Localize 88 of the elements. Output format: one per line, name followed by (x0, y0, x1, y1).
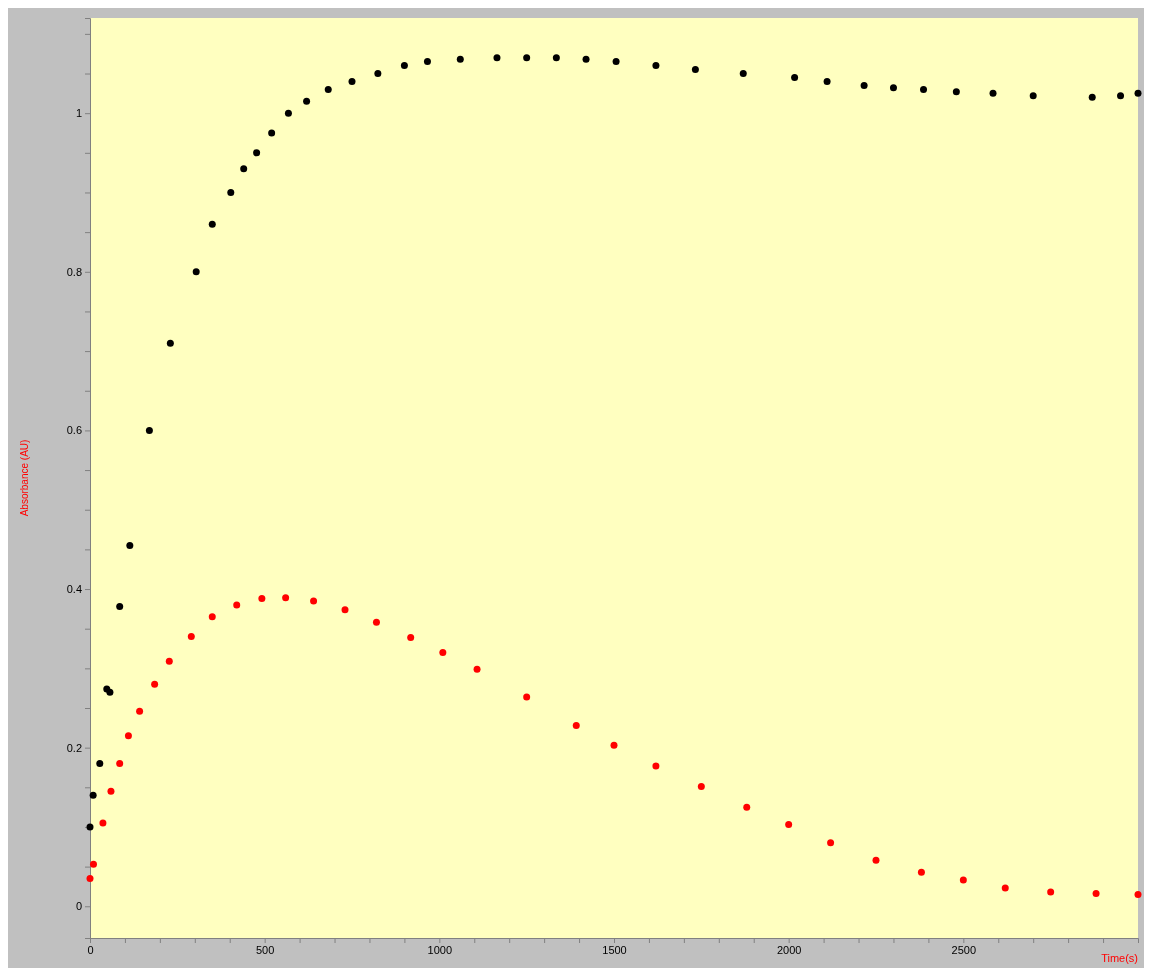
y-tick-label: 1 (75, 107, 82, 120)
point (423, 58, 431, 66)
point (310, 597, 318, 605)
y-tick-label: 0.6 (66, 424, 82, 437)
point (372, 618, 380, 626)
point (268, 129, 276, 137)
point (348, 77, 356, 85)
x-tick-label: 0 (87, 943, 94, 956)
point (652, 62, 660, 70)
point (439, 648, 447, 656)
point (1092, 890, 1100, 898)
point (791, 73, 799, 81)
point (697, 783, 705, 791)
point (823, 77, 831, 85)
point (1088, 93, 1096, 101)
point (785, 821, 793, 829)
point (889, 84, 897, 92)
point (572, 721, 580, 729)
y-tick-label: 0.2 (66, 741, 82, 754)
point (1001, 884, 1009, 892)
point (493, 54, 501, 62)
point (187, 633, 195, 641)
point (827, 839, 835, 847)
point (96, 760, 104, 768)
point (151, 680, 159, 688)
point (407, 633, 415, 641)
y-tick-label: 0.8 (66, 265, 82, 278)
y-axis-title: Absorbance (AU) (19, 439, 30, 517)
point (456, 55, 464, 63)
point (107, 787, 115, 795)
point (400, 62, 408, 70)
point (253, 149, 261, 157)
x-tick-label: 2500 (951, 943, 977, 956)
y-tick-label: 0 (75, 900, 82, 913)
point (208, 613, 216, 621)
point (165, 657, 173, 665)
point (124, 732, 132, 740)
point (582, 55, 590, 63)
point (116, 602, 124, 610)
point (610, 741, 618, 749)
point (743, 803, 751, 811)
point (284, 109, 292, 117)
point (99, 819, 107, 827)
x-tick-label: 1000 (427, 943, 453, 956)
point (282, 594, 290, 602)
x-tick-label: 2000 (776, 943, 802, 956)
point (920, 85, 928, 93)
point (166, 339, 174, 347)
point (1134, 89, 1142, 97)
point (739, 70, 747, 78)
point (258, 595, 266, 603)
y-tick-label: 0.4 (66, 583, 82, 596)
point (917, 868, 925, 876)
point (126, 541, 134, 549)
point (652, 762, 660, 770)
point (240, 165, 248, 173)
point (233, 601, 241, 609)
point (523, 54, 531, 62)
point (552, 54, 560, 62)
point (1134, 890, 1142, 898)
point (227, 188, 235, 196)
point (145, 426, 153, 434)
x-axis-title: Time(s) (1101, 952, 1138, 964)
point (1117, 92, 1125, 100)
x-tick-label: 500 (255, 943, 275, 956)
point (473, 665, 481, 673)
point (324, 85, 332, 93)
point (959, 876, 967, 884)
point (523, 693, 531, 701)
point (691, 66, 699, 74)
point (208, 220, 216, 228)
x-tick-label: 1500 (602, 943, 627, 956)
point (89, 791, 97, 799)
point (1029, 92, 1037, 100)
point (872, 856, 880, 864)
point (860, 81, 868, 89)
point (612, 58, 620, 66)
point (192, 268, 200, 276)
point (303, 97, 311, 105)
point (89, 860, 97, 868)
point (952, 88, 960, 96)
point (86, 875, 94, 883)
point (116, 760, 124, 768)
point (374, 70, 382, 78)
point (1047, 888, 1055, 896)
point (341, 606, 349, 614)
point (136, 707, 144, 715)
point (989, 89, 997, 97)
